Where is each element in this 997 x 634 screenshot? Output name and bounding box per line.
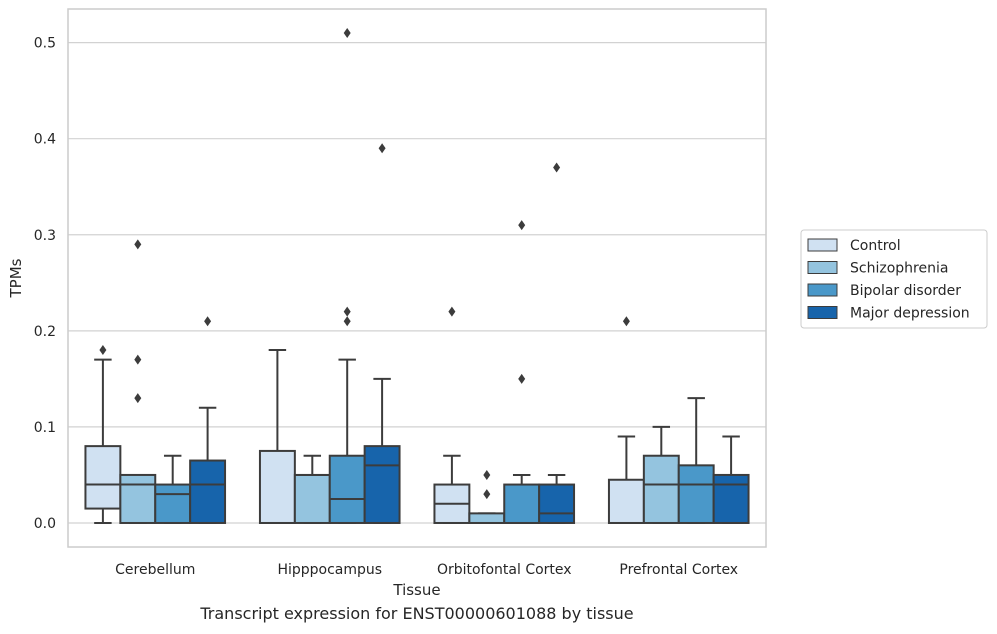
box-group [468,469,506,524]
outlier-point [134,239,142,250]
box [293,473,331,524]
y-tick-label: 0.1 [34,420,56,436]
outlier-point [134,354,142,365]
outlier-point [204,316,212,327]
y-tick-label: 0.5 [34,36,56,52]
box-group [642,425,680,524]
box [363,445,401,524]
legend-label: Schizophrenia [850,261,948,277]
y-tick-label: 0.4 [34,132,56,148]
box-group [119,239,157,524]
outlier-point [99,345,107,356]
outlier-point [622,316,630,327]
outlier-point [553,162,561,173]
legend-frame [800,229,988,329]
legend-label: Bipolar disorder [850,283,961,299]
box-group [503,220,541,524]
chart-caption: Transcript expression for ENST0000060108… [200,604,634,623]
plot-frame [67,8,767,548]
legend-swatch [807,238,838,252]
outlier-point [343,306,351,317]
box-group [607,316,645,524]
x-tick-label: Prefrontal Cortex [619,562,738,578]
box-group [328,28,366,524]
box-group [433,306,471,524]
box-group [538,162,576,524]
legend: Control Schizophrenia Bipolar disorder Majo… [800,229,988,329]
box [84,445,122,510]
legend-swatch [807,261,838,274]
outlier-point [518,220,526,231]
outlier-point [483,469,491,480]
outlier-point [343,28,351,39]
outlier-point [343,316,351,327]
box-group [258,349,296,524]
box [503,483,541,524]
box-group [154,454,192,524]
y-tick-label: 0.3 [34,228,56,244]
box [154,483,192,524]
outlier-point [134,393,142,404]
y-tick-label: 0.0 [34,516,56,532]
box [189,459,227,524]
box [119,473,157,524]
legend-swatch [807,283,838,297]
outlier-point [448,306,456,317]
y-tick-label: 0.2 [34,324,56,340]
box [642,454,680,524]
box-group [84,345,122,524]
outlier-point [378,143,386,154]
box-group [712,435,750,524]
outlier-point [483,489,491,500]
box [607,478,645,524]
box-group [677,397,715,524]
box [258,449,296,524]
box [328,454,366,524]
box [538,483,576,524]
x-tick-label: Cerebellum [115,562,195,578]
box-group [189,316,227,524]
legend-label: Control [850,238,901,254]
legend-swatch [807,306,838,319]
box [677,464,715,524]
box [468,512,506,524]
box [712,473,750,524]
x-tick-label: Hipppocampus [277,562,382,578]
outlier-point [518,373,526,384]
x-tick-label: Orbitofontal Cortex [437,562,572,578]
legend-label: Major depression [850,306,970,322]
box-group [363,143,401,524]
box-group [293,454,331,524]
x-axis-label: Tissue [392,581,440,599]
y-axis-label: TPMs [7,258,25,298]
